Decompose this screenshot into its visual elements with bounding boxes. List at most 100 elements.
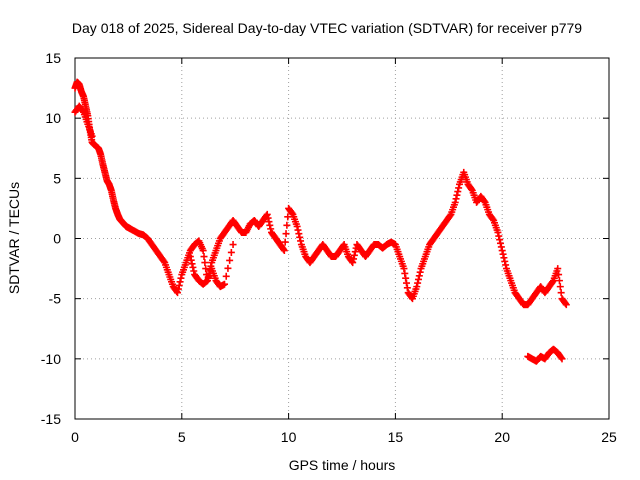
data-point [500, 254, 508, 262]
data-point [200, 253, 208, 261]
x-tick-label: 20 [494, 429, 510, 445]
y-axis-label: SDTVAR / TECUs [6, 182, 22, 294]
data-point [452, 195, 460, 203]
data-point [557, 289, 565, 297]
data-point [189, 263, 197, 271]
data-point [489, 215, 497, 223]
data-point [267, 225, 275, 233]
data-point [561, 299, 569, 307]
data-point [263, 210, 271, 218]
data-point [557, 354, 565, 362]
data-point [282, 230, 290, 238]
data-point [496, 236, 504, 244]
data-point [221, 280, 229, 288]
data-point [501, 257, 509, 265]
data-point [467, 185, 475, 193]
data-point [288, 209, 296, 217]
data-point [453, 191, 461, 199]
y-tick-label: 5 [53, 170, 61, 186]
y-tick-label: -5 [49, 291, 62, 307]
data-point [188, 260, 196, 268]
data-point [562, 301, 570, 309]
data-point [186, 253, 194, 261]
data-point [555, 277, 563, 285]
data-point [414, 279, 422, 287]
data-point [401, 269, 409, 277]
data-point [176, 278, 184, 286]
data-point [226, 256, 234, 264]
data-point [295, 230, 303, 238]
data-marks [71, 78, 570, 365]
data-point [402, 274, 410, 282]
data-point [496, 239, 504, 247]
data-point [224, 264, 232, 272]
data-point [229, 241, 237, 249]
data-point [502, 261, 510, 269]
data-point [160, 257, 168, 265]
data-point [284, 213, 292, 221]
data-point [174, 289, 182, 297]
data-point [414, 275, 422, 283]
data-point [296, 233, 304, 241]
data-point [201, 259, 209, 267]
data-point [227, 248, 235, 256]
data-point [495, 232, 503, 240]
data-point [498, 247, 506, 255]
data-point [403, 279, 411, 287]
data-point [79, 107, 87, 115]
data-point [280, 247, 288, 255]
data-point [494, 228, 502, 236]
data-point [283, 221, 291, 229]
x-tick-label: 0 [71, 429, 79, 445]
y-tick-label: -15 [41, 411, 61, 427]
y-tick-label: 10 [45, 110, 61, 126]
data-point [279, 245, 287, 253]
data-point [294, 226, 302, 234]
data-point [264, 214, 272, 222]
x-tick-label: 15 [388, 429, 404, 445]
data-point [446, 212, 454, 220]
data-point [454, 188, 462, 196]
data-point [202, 265, 210, 273]
y-tick-label: 15 [45, 50, 61, 66]
y-tick-label: -10 [41, 351, 61, 367]
y-tick-label: 0 [53, 231, 61, 247]
data-point [455, 184, 463, 192]
data-point [199, 247, 207, 255]
data-point [266, 221, 274, 229]
data-point [177, 274, 185, 282]
data-point [175, 281, 183, 289]
data-point [187, 256, 195, 264]
chart-title: Day 018 of 2025, Sidereal Day-to-day VTE… [72, 20, 582, 36]
data-point [190, 267, 198, 275]
data-point [297, 237, 305, 245]
x-axis-label: GPS time / hours [289, 457, 396, 473]
data-point [499, 250, 507, 258]
data-point [416, 268, 424, 276]
data-point [403, 284, 411, 292]
x-tick-label: 5 [178, 429, 186, 445]
data-point [350, 255, 358, 263]
data-point [265, 218, 273, 226]
data-point [549, 278, 557, 286]
data-point [88, 132, 96, 140]
data-point [350, 251, 358, 259]
data-point [480, 197, 488, 205]
data-point [451, 198, 459, 206]
data-point [281, 238, 289, 246]
data-point [415, 272, 423, 280]
data-point [497, 243, 505, 251]
x-tick-label: 10 [281, 429, 297, 445]
data-point [174, 285, 182, 293]
data-point [554, 265, 562, 273]
data-point [556, 283, 564, 291]
data-point [400, 265, 408, 273]
data-point [222, 272, 230, 280]
data-point [293, 222, 301, 230]
data-point [555, 271, 563, 279]
data-point [558, 355, 566, 363]
x-tick-label: 25 [601, 429, 617, 445]
data-point [413, 283, 421, 291]
data-point [349, 259, 357, 267]
